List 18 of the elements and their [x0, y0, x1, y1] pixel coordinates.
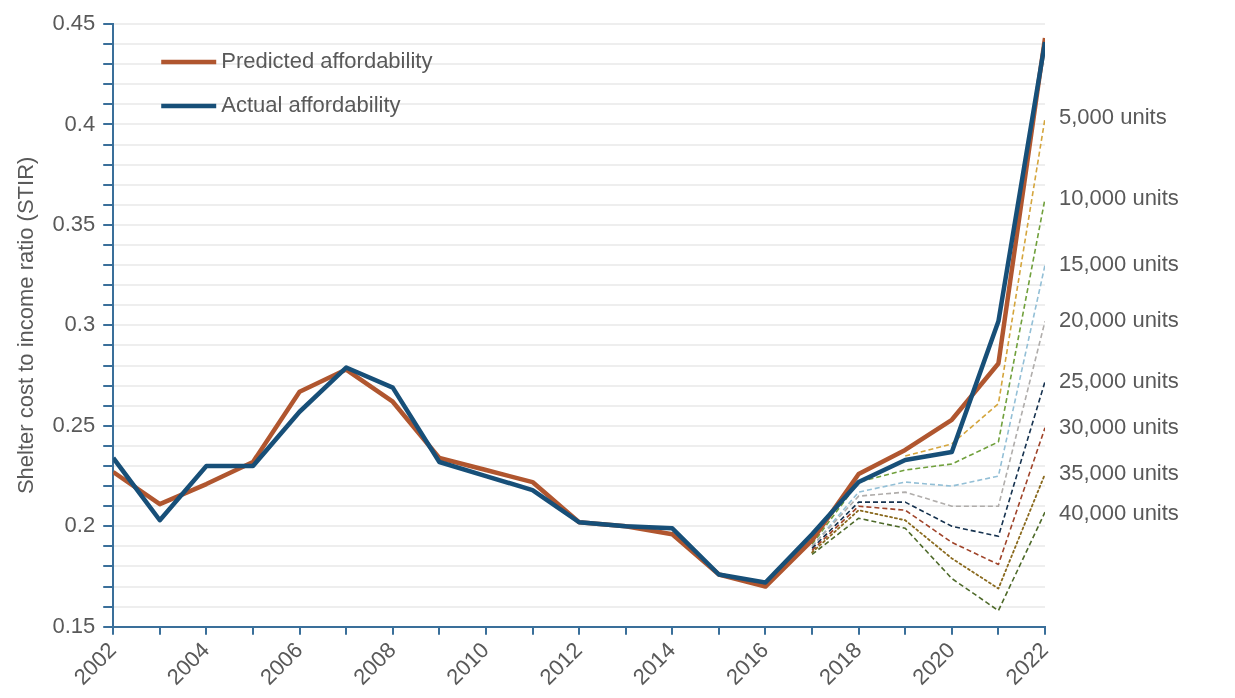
y-tick-label: 0.25 — [52, 411, 96, 437]
series-label: 20,000 units — [1059, 307, 1179, 333]
y-tick-label: 0.3 — [64, 311, 96, 337]
y-tick-label: 0.45 — [52, 10, 96, 36]
legend-label: Predicted affordability — [221, 48, 433, 74]
series-label: 5,000 units — [1059, 104, 1167, 130]
legend-label: Actual affordability — [221, 92, 401, 118]
y-axis-title: Shelter cost to income ratio (STIR) — [13, 156, 39, 495]
series-label: 30,000 units — [1059, 413, 1179, 439]
series-label: 10,000 units — [1059, 184, 1179, 210]
series-label: 35,000 units — [1059, 460, 1179, 486]
series-label: 25,000 units — [1059, 367, 1179, 393]
y-tick-label: 0.15 — [52, 612, 96, 638]
y-tick-label: 0.35 — [52, 210, 96, 236]
y-tick-label: 0.2 — [64, 512, 96, 538]
series-label: 40,000 units — [1059, 500, 1179, 526]
y-tick-label: 0.4 — [64, 110, 96, 136]
series-label: 15,000 units — [1059, 251, 1179, 277]
